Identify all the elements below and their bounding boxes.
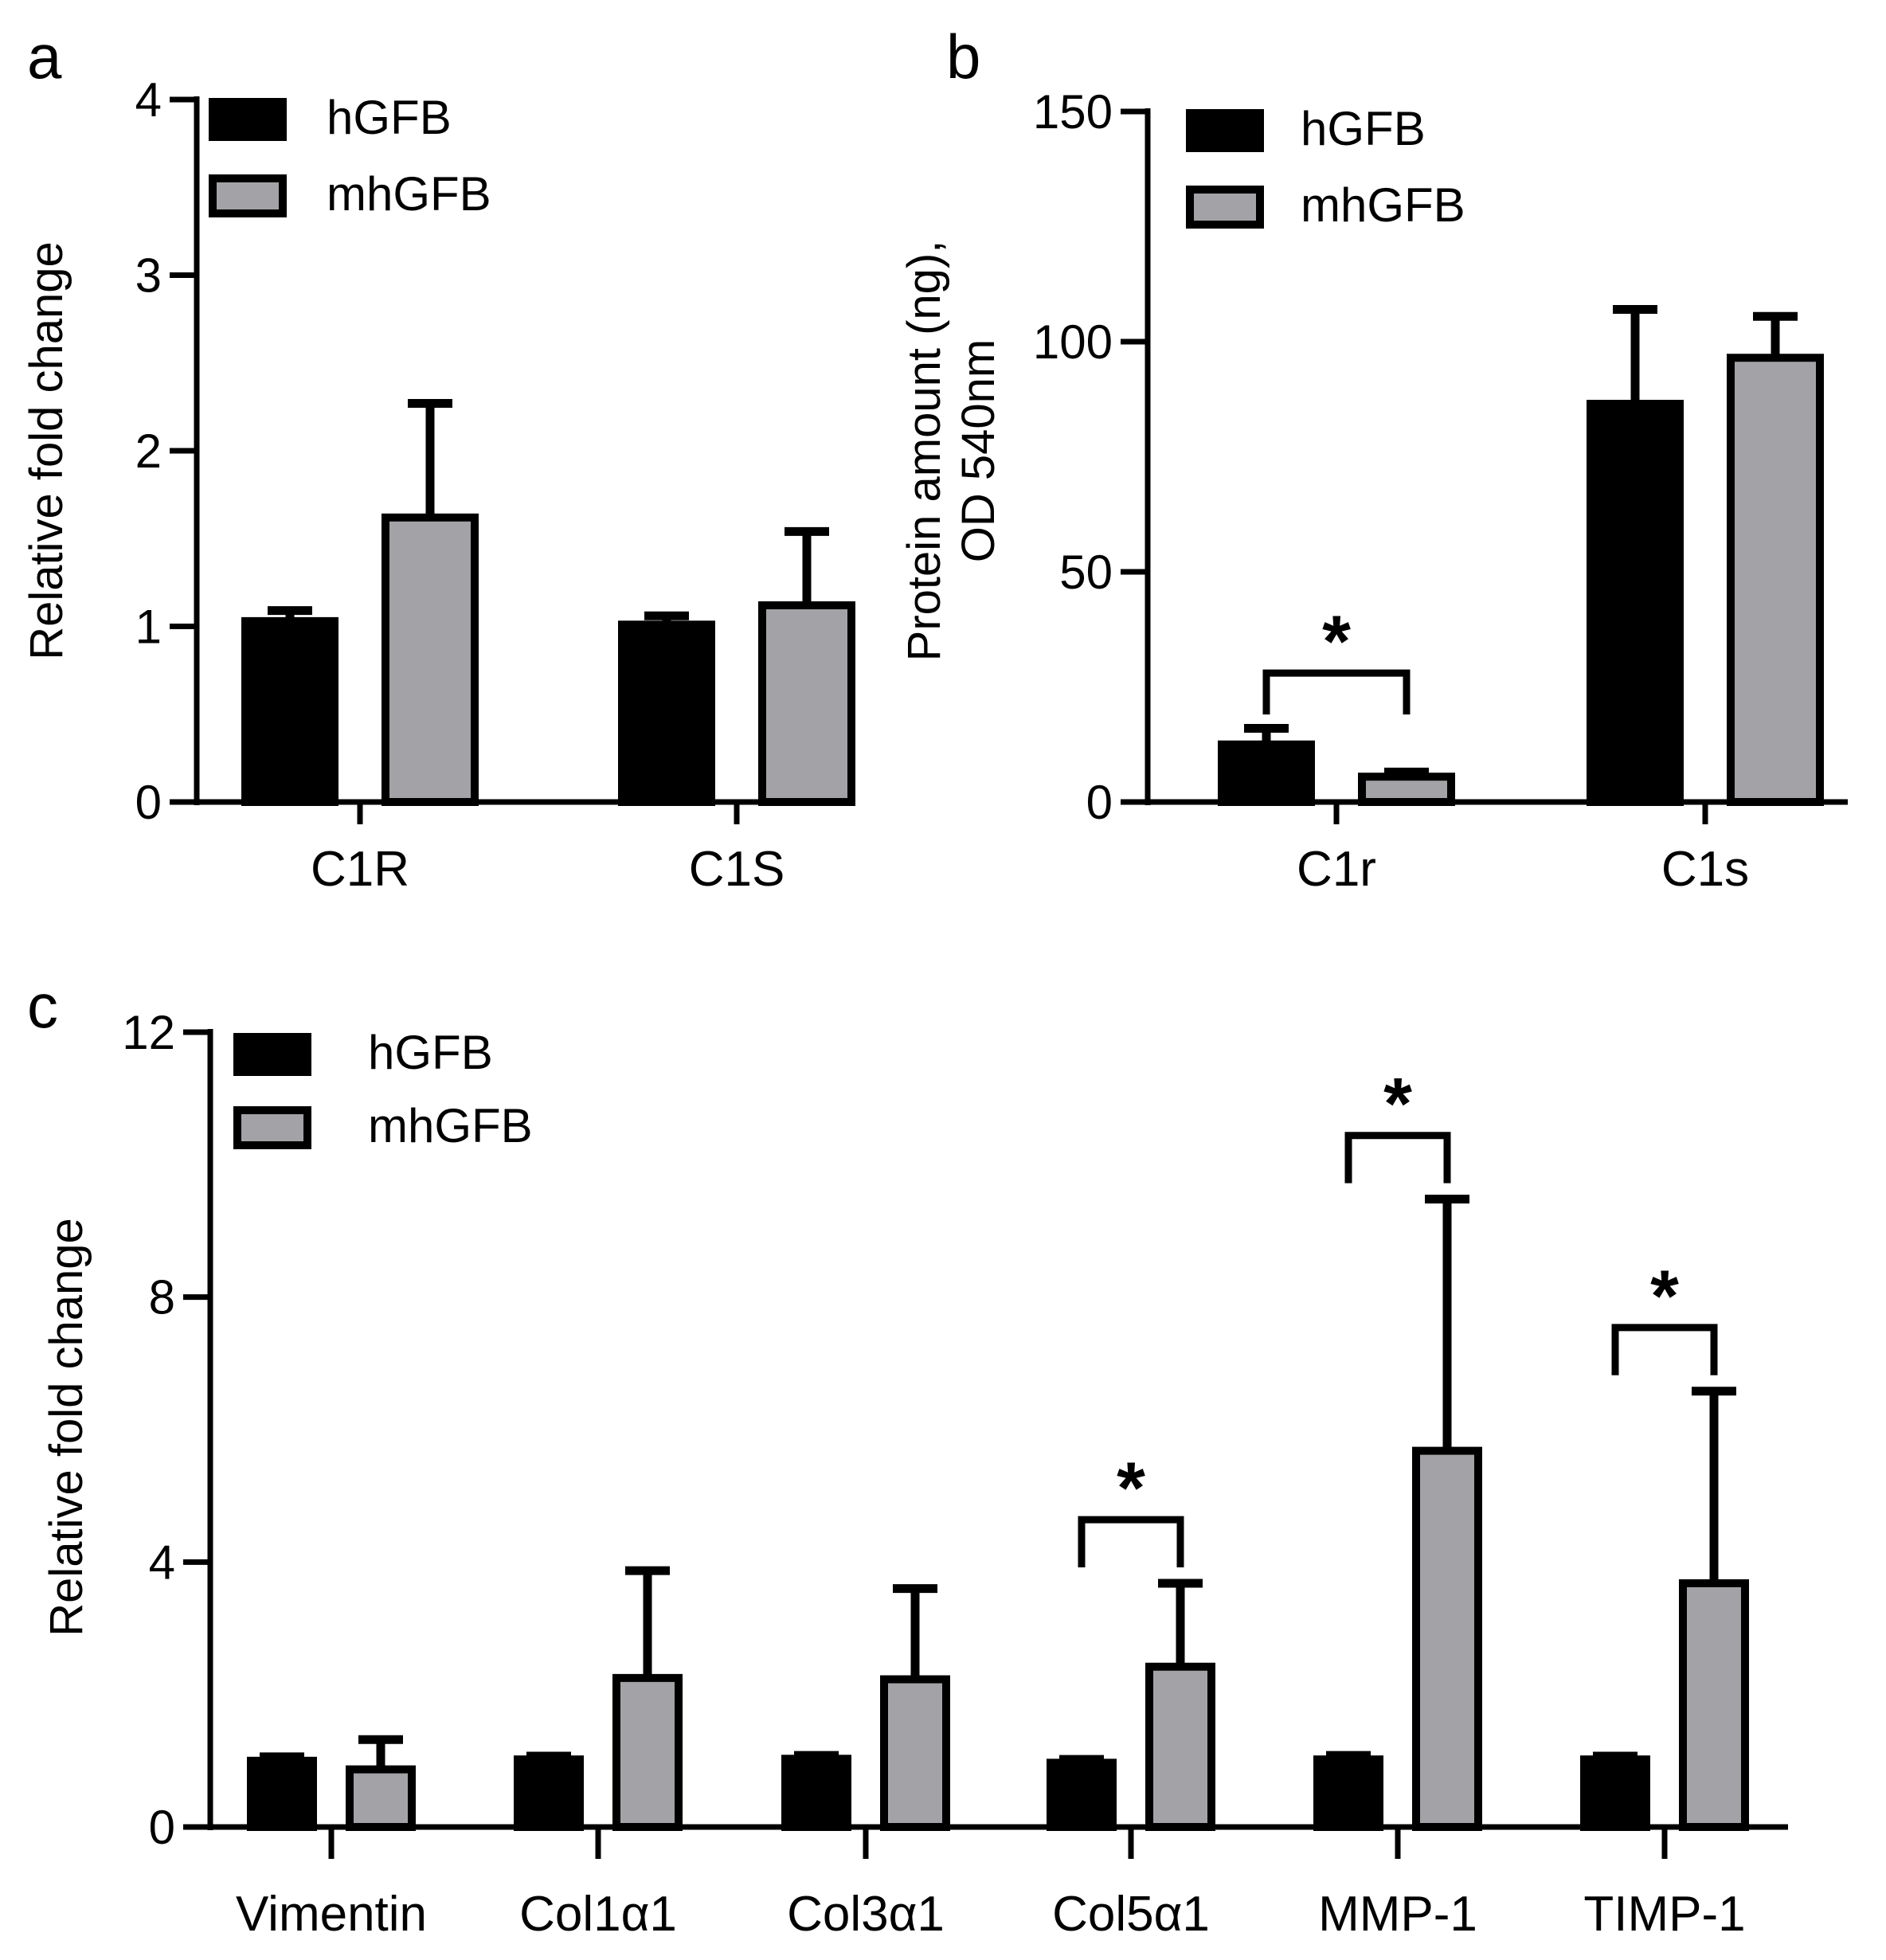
bar-hGFB-MMP-1 (1313, 1755, 1383, 1831)
legend-label-mhGFB: mhGFB (368, 1099, 533, 1152)
y-tick-label-150: 150 (1033, 85, 1113, 139)
significance-star-Col5α1: * (1117, 1448, 1145, 1529)
bar-mhGFB-TIMP-1 (1679, 1579, 1749, 1831)
x-tick-label-Vimentin: Vimentin (236, 1887, 427, 1942)
bar-mhGFB-MMP-1 (1412, 1446, 1482, 1831)
bar-mhGFB-C1S (758, 601, 855, 806)
bar-mhGFB-C1R (382, 513, 479, 806)
y-tick-label-8: 8 (149, 1271, 175, 1324)
y-axis-label: Relative fold change (21, 241, 72, 660)
bar-mhGFB-C1r (1358, 773, 1455, 807)
significance-bracket-Col5α1 (1078, 1516, 1184, 1567)
x-tick-label-Col5α1: Col5α1 (1052, 1887, 1210, 1942)
legend-label-mhGFB: mhGFB (1301, 178, 1465, 232)
bar-hGFB-C1S (618, 620, 715, 806)
y-axis-label: Relative fold change (41, 1218, 92, 1637)
legend-swatch-mhGFB (233, 1106, 311, 1149)
significance-star-TIMP-1: * (1650, 1256, 1679, 1337)
y-tick-label-4: 4 (149, 1536, 175, 1589)
legend-swatch-hGFB (1186, 109, 1264, 152)
y-tick-label-50: 50 (1059, 546, 1113, 599)
y-tick-label-0: 0 (149, 1801, 175, 1854)
legend-label-hGFB: hGFB (368, 1026, 493, 1079)
significance-bracket-MMP-1 (1344, 1132, 1451, 1183)
x-tick-label-C1S: C1S (689, 842, 785, 897)
panel-c-letter: c (27, 971, 58, 1041)
bar-hGFB-C1r (1218, 740, 1315, 806)
x-tick-label-C1r: C1r (1297, 842, 1376, 897)
y-tick-label-4: 4 (135, 73, 162, 127)
legend-swatch-mhGFB (209, 174, 287, 217)
bar-mhGFB-Vimentin (346, 1765, 416, 1832)
panel-b-letter: b (946, 22, 980, 92)
significance-bracket-C1r (1262, 669, 1411, 715)
y-tick-label-0: 0 (135, 776, 162, 829)
bar-hGFB-Col3α1 (781, 1755, 851, 1832)
legend-label-mhGFB: mhGFB (327, 167, 491, 221)
bar-mhGFB-Col3α1 (880, 1675, 950, 1831)
legend-label-hGFB: hGFB (327, 91, 452, 144)
bar-mhGFB-C1s (1727, 354, 1824, 807)
y-tick-label-3: 3 (135, 249, 162, 303)
legend-swatch-mhGFB (1186, 186, 1264, 229)
y-tick-label-100: 100 (1033, 315, 1113, 369)
x-tick-label-C1R: C1R (311, 842, 409, 897)
bar-hGFB-Vimentin (247, 1756, 317, 1831)
panel-a: 0 1 2 3 4 C1R C1S Relative fold change hGFB mhGFB (21, 73, 855, 897)
panel-a-letter: a (27, 22, 62, 92)
y-tick-label-12: 12 (122, 1006, 175, 1059)
y-axis-label: Protein amount (ng),OD 540nm (898, 241, 1004, 662)
bar-hGFB-Col1α1 (514, 1755, 584, 1831)
legend-swatch-hGFB (209, 98, 287, 141)
y-tick-label-0: 0 (1086, 776, 1113, 829)
bar-mhGFB-Col1α1 (612, 1673, 683, 1831)
legend-label-hGFB: hGFB (1301, 102, 1426, 155)
x-tick-label-MMP-1: MMP-1 (1318, 1887, 1477, 1942)
y-tick-label-2: 2 (135, 424, 162, 478)
panel-b: 0 50 100 150 C1r C1s Protein amount (ng),OD 54… (898, 85, 1848, 897)
legend-swatch-hGFB (233, 1033, 311, 1076)
panel-c: 0 4 8 12 Vimentin Col1α1 Col3α1 Col5α1 MMP-1 TIMP… (41, 1006, 1788, 1942)
significance-bracket-TIMP-1 (1611, 1324, 1718, 1375)
x-tick-label-Col3α1: Col3α1 (787, 1887, 945, 1942)
bar-hGFB-Col5α1 (1047, 1759, 1117, 1832)
bar-mhGFB-Col5α1 (1145, 1662, 1215, 1831)
bar-hGFB-C1s (1587, 400, 1684, 806)
y-axis-label-line-1: Protein amount (ng), (898, 241, 950, 662)
bar-hGFB-C1R (241, 616, 338, 807)
y-axis-label-line-2: OD 540nm (953, 339, 1004, 562)
significance-star-C1r: * (1322, 601, 1351, 683)
bar-hGFB-TIMP-1 (1580, 1755, 1650, 1831)
x-tick-label-TIMP-1: TIMP-1 (1583, 1887, 1745, 1942)
significance-star-MMP-1: * (1383, 1064, 1412, 1145)
x-tick-label-C1s: C1s (1661, 842, 1749, 897)
y-tick-label-1: 1 (135, 601, 162, 654)
x-tick-label-Col1α1: Col1α1 (519, 1887, 677, 1942)
